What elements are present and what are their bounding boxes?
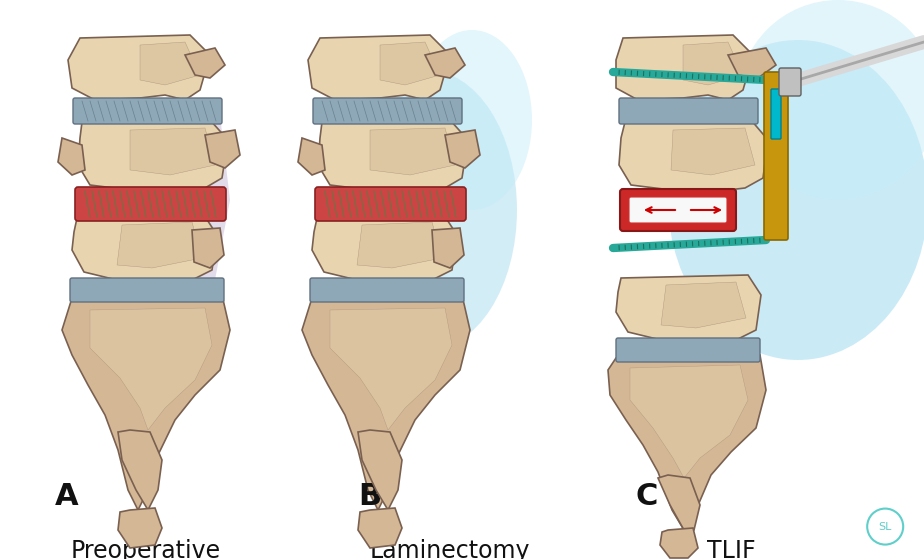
Polygon shape (90, 308, 212, 430)
FancyBboxPatch shape (616, 338, 760, 362)
Polygon shape (308, 35, 450, 100)
Text: A: A (55, 482, 79, 511)
Text: B: B (358, 482, 382, 511)
Polygon shape (58, 138, 85, 175)
FancyBboxPatch shape (771, 89, 781, 139)
Polygon shape (118, 430, 162, 510)
Polygon shape (619, 120, 768, 192)
Polygon shape (62, 295, 230, 510)
Polygon shape (425, 48, 465, 78)
Polygon shape (660, 528, 698, 558)
Polygon shape (302, 295, 470, 510)
Polygon shape (117, 222, 202, 268)
Polygon shape (380, 42, 440, 85)
Text: C: C (636, 482, 658, 511)
Polygon shape (165, 115, 230, 285)
FancyBboxPatch shape (70, 278, 224, 302)
Polygon shape (671, 128, 755, 175)
FancyBboxPatch shape (315, 187, 466, 221)
Polygon shape (72, 215, 217, 283)
Polygon shape (68, 35, 210, 100)
Polygon shape (312, 215, 457, 283)
Polygon shape (140, 42, 200, 85)
Ellipse shape (412, 30, 532, 210)
Polygon shape (683, 42, 743, 85)
FancyBboxPatch shape (313, 98, 462, 124)
Polygon shape (78, 120, 228, 192)
Polygon shape (661, 282, 746, 328)
Polygon shape (205, 130, 240, 168)
Polygon shape (658, 475, 700, 530)
Polygon shape (370, 128, 455, 175)
Polygon shape (616, 35, 753, 100)
Ellipse shape (668, 40, 924, 360)
Text: Laminectomy: Laminectomy (370, 539, 530, 559)
Polygon shape (358, 508, 402, 548)
Polygon shape (118, 508, 162, 548)
Polygon shape (318, 120, 468, 192)
FancyBboxPatch shape (310, 278, 464, 302)
FancyBboxPatch shape (764, 72, 788, 240)
Polygon shape (330, 308, 452, 430)
Polygon shape (616, 275, 761, 343)
Polygon shape (728, 48, 776, 78)
Text: Preoperative: Preoperative (71, 539, 221, 559)
Polygon shape (608, 355, 766, 530)
FancyBboxPatch shape (619, 98, 758, 124)
FancyBboxPatch shape (779, 68, 801, 96)
Polygon shape (130, 128, 215, 175)
Ellipse shape (738, 0, 924, 200)
Polygon shape (298, 138, 325, 175)
FancyBboxPatch shape (73, 98, 222, 124)
Text: SL: SL (879, 522, 892, 532)
FancyBboxPatch shape (75, 187, 226, 221)
Polygon shape (630, 365, 748, 478)
FancyBboxPatch shape (620, 189, 736, 231)
Text: TLIF: TLIF (708, 539, 756, 559)
FancyBboxPatch shape (629, 197, 727, 223)
Polygon shape (358, 430, 402, 510)
Polygon shape (357, 222, 442, 268)
Polygon shape (185, 48, 225, 78)
Polygon shape (445, 130, 480, 168)
Polygon shape (192, 228, 224, 268)
Ellipse shape (337, 70, 517, 350)
Polygon shape (432, 228, 464, 268)
